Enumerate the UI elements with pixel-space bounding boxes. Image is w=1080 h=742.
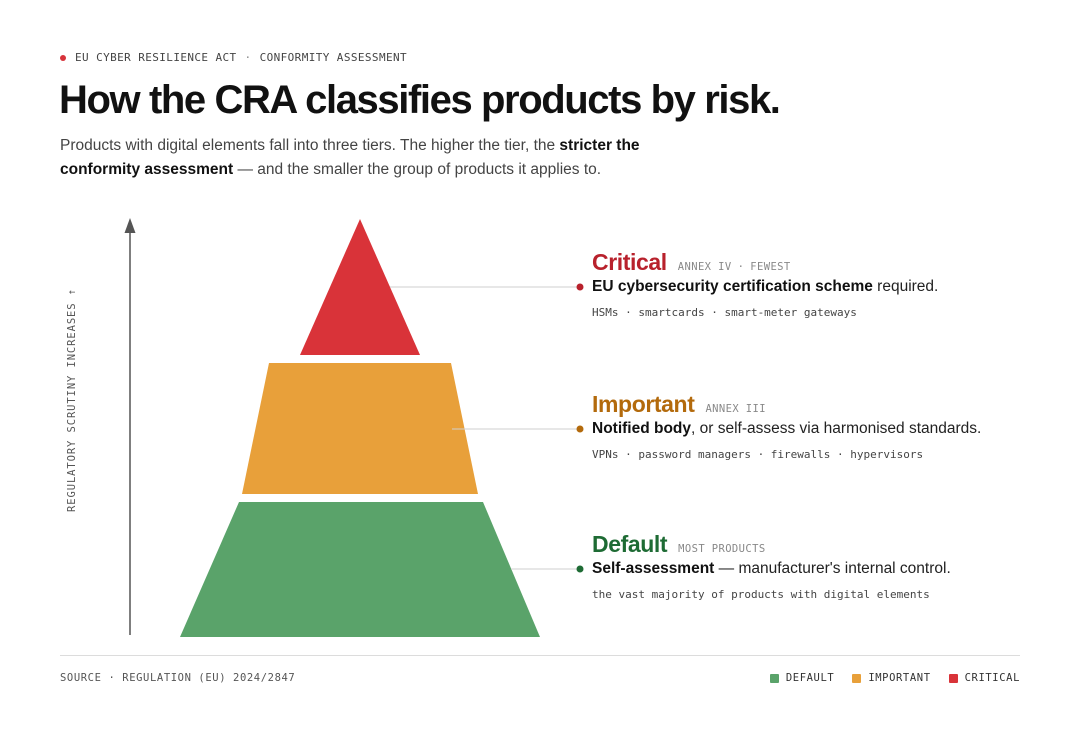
connector-default bbox=[511, 565, 584, 573]
tier-critical-requirement-rest: required. bbox=[872, 278, 939, 295]
connector-dot-critical bbox=[576, 283, 584, 291]
tier-default-name: Default bbox=[592, 531, 668, 557]
pyramid-tier-important bbox=[242, 363, 478, 494]
tier-critical-name: Critical bbox=[592, 249, 667, 275]
legend-item-critical: CRITICAL bbox=[948, 672, 1020, 684]
tier-critical-tag-separator: · bbox=[737, 261, 745, 273]
tier-important-requirement: Notified body bbox=[592, 420, 692, 437]
connector-dot-default bbox=[576, 565, 584, 573]
legend-swatch-default bbox=[769, 673, 779, 683]
eyebrow: EU CYBER RESILIENCE ACT · CONFORMITY ASS… bbox=[60, 51, 407, 64]
footer-divider bbox=[60, 655, 1020, 656]
eyebrow-topic: EU CYBER RESILIENCE ACT bbox=[75, 51, 237, 64]
tier-critical-requirement: EU cybersecurity certification scheme bbox=[592, 278, 873, 295]
scrutiny-arrow-head-icon bbox=[124, 218, 136, 233]
tier-default-description: Self-assessment — manufacturer's interna… bbox=[592, 560, 951, 578]
legend-label-critical: CRITICAL bbox=[964, 672, 1020, 684]
eyebrow-separator: · bbox=[244, 51, 252, 64]
tier-critical-header: Critical ANNEX IV · FEWEST bbox=[592, 249, 938, 276]
subtitle-outro: — and the smaller the group of products … bbox=[233, 161, 602, 178]
legend-swatch-critical bbox=[948, 673, 958, 683]
tier-important-header: Important ANNEX III bbox=[592, 391, 981, 418]
tier-important-name: Important bbox=[592, 391, 695, 417]
tier-important-requirement-rest: , or self-assess via harmonised standard… bbox=[691, 420, 982, 437]
tier-important-tag: ANNEX III bbox=[705, 403, 766, 415]
legend-label-important: IMPORTANT bbox=[868, 672, 931, 684]
legend-item-important: IMPORTANT bbox=[852, 672, 930, 684]
pyramid-tier-default bbox=[180, 502, 540, 637]
tier-critical-description: EU cybersecurity certification scheme re… bbox=[592, 278, 938, 296]
tier-critical-scope: FEWEST bbox=[750, 261, 791, 273]
source-citation: SOURCE · REGULATION (EU) 2024/2847 bbox=[60, 672, 296, 684]
legend-swatch-important bbox=[852, 673, 862, 683]
connector-important bbox=[452, 425, 584, 433]
tier-default: Default MOST PRODUCTS Self-assessment — … bbox=[592, 531, 951, 601]
tier-default-requirement-rest: — manufacturer's internal control. bbox=[714, 560, 951, 577]
tier-default-examples: the vast majority of products with digit… bbox=[592, 588, 930, 601]
tier-critical: Critical ANNEX IV · FEWEST EU cybersecurit… bbox=[592, 249, 938, 319]
pyramid-tier-critical bbox=[300, 219, 420, 355]
tier-important-description: Notified body, or self-assess via harmon… bbox=[592, 420, 981, 438]
tier-important: Important ANNEX III Notified body, or se… bbox=[592, 391, 981, 461]
page-title: How the CRA classifies products by risk. bbox=[59, 78, 781, 122]
tier-critical-tag: ANNEX IV · FEWEST bbox=[678, 261, 791, 273]
subtitle-intro: Products with digital elements fall into… bbox=[60, 137, 560, 154]
tier-default-header: Default MOST PRODUCTS bbox=[592, 531, 951, 558]
eyebrow-dot-icon bbox=[60, 54, 66, 61]
legend-item-default: DEFAULT bbox=[769, 672, 835, 684]
tier-default-tag: MOST PRODUCTS bbox=[678, 543, 766, 555]
tier-critical-examples: HSMs · smartcards · smart-meter gateways bbox=[592, 306, 857, 319]
connector-critical bbox=[390, 283, 584, 291]
subtitle-emphasis: stricter the conformity assessment bbox=[60, 137, 640, 178]
tier-important-examples: VPNs · password managers · firewalls · h… bbox=[592, 448, 924, 461]
tier-critical-annex: ANNEX IV bbox=[677, 261, 732, 273]
legend-label-default: DEFAULT bbox=[785, 672, 835, 684]
page-subtitle: Products with digital elements fall into… bbox=[60, 134, 720, 182]
scrutiny-arrow bbox=[124, 218, 136, 635]
legend: DEFAULT IMPORTANT CRITICAL bbox=[752, 672, 1020, 684]
eyebrow-section: CONFORMITY ASSESSMENT bbox=[259, 51, 408, 64]
connector-dot-important bbox=[576, 425, 584, 433]
tier-default-requirement: Self-assessment bbox=[592, 560, 715, 577]
